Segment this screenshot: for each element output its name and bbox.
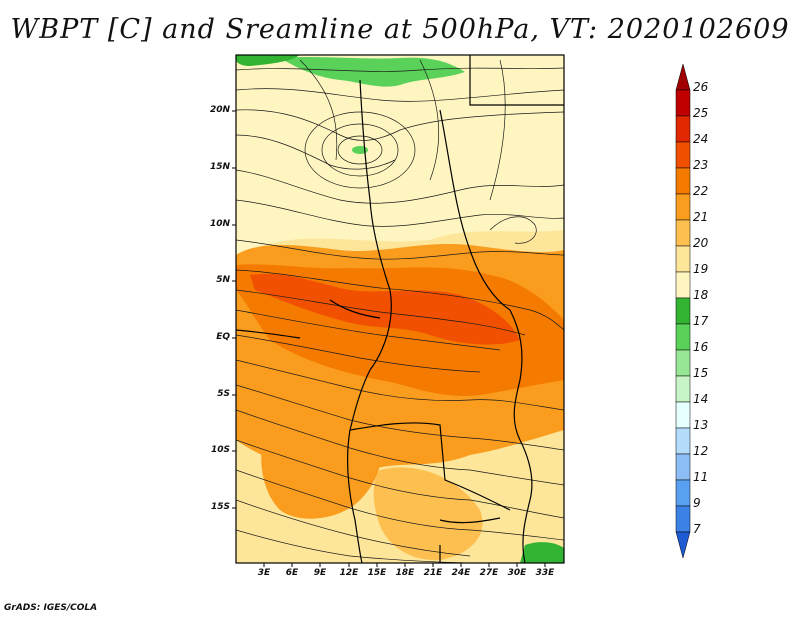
colorbar-segment: [675, 115, 691, 143]
colorbar: [675, 63, 691, 559]
colorbar-segment: [675, 453, 691, 481]
colorbar-segment: [675, 245, 691, 273]
colorbar-label-17: 17: [693, 314, 709, 328]
lat-label-10n: 10N: [209, 219, 230, 229]
streamlines: [236, 59, 564, 563]
colorbar-label-23: 23: [693, 158, 709, 172]
colorbar-label-20: 20: [693, 236, 709, 250]
lon-label-9e: 9E: [313, 568, 327, 578]
lon-label-18e: 18E: [395, 568, 415, 578]
lat-label-20n: 20N: [209, 105, 230, 115]
colorbar-segment: [675, 89, 691, 117]
lat-label-5s: 5S: [217, 389, 230, 399]
colorbar-label-11: 11: [693, 470, 709, 484]
lon-label-15e: 15E: [367, 568, 387, 578]
colorbar-segment: [675, 271, 691, 299]
colorbar-segment: [675, 193, 691, 221]
colorbar-label-7: 7: [693, 522, 701, 536]
wbpt-23-core: [250, 273, 520, 345]
wbpt-17-southeast-patch: [520, 542, 564, 563]
lon-label-27e: 27E: [479, 568, 499, 578]
lon-label-30e: 30E: [507, 568, 527, 578]
colorbar-segment: [675, 427, 691, 455]
colorbar-label-18: 18: [693, 288, 709, 302]
colorbar-segment: [675, 297, 691, 325]
wbpt-17-vortex-patch: [352, 146, 368, 154]
colorbar-label-21: 21: [693, 210, 709, 224]
lon-label-3e: 3E: [257, 568, 271, 578]
map-title: WBPT [C] and Sreamline at 500hPa, VT: 20…: [10, 14, 790, 45]
colorbar-segment: [675, 63, 691, 91]
colorbar-segment: [675, 323, 691, 351]
lat-label-15s: 15S: [210, 502, 230, 512]
axis-ticks: [232, 110, 546, 567]
colorbar-label-16: 16: [693, 340, 709, 354]
lat-label-10s: 10S: [210, 445, 230, 455]
colorbar-label-25: 25: [693, 106, 709, 120]
colorbar-segment: [675, 141, 691, 169]
wbpt-17-north-patch: [280, 57, 465, 87]
lat-label-5n: 5N: [216, 275, 230, 285]
lat-label-eq: EQ: [216, 332, 230, 342]
lat-label-15n: 15N: [209, 162, 230, 172]
map-frame: [235, 54, 565, 564]
colorbar-label-19: 19: [693, 262, 709, 276]
colorbar-label-24: 24: [693, 132, 709, 146]
wbpt-20-south-blob: [373, 467, 483, 561]
footer-credit: GrADS: IGES/COLA: [4, 603, 98, 613]
colorbar-label-26: 26: [693, 80, 709, 94]
lon-label-12e: 12E: [339, 568, 359, 578]
colorbar-segment: [675, 375, 691, 403]
lon-label-24e: 24E: [451, 568, 471, 578]
lon-label-33e: 33E: [535, 568, 555, 578]
colorbar-label-14: 14: [693, 392, 709, 406]
lon-label-6e: 6E: [285, 568, 299, 578]
colorbar-segment: [675, 479, 691, 507]
colorbar-label-9: 9: [693, 496, 701, 510]
colorbar-segment: [675, 349, 691, 377]
colorbar-label-15: 15: [693, 366, 709, 380]
colorbar-segment: [675, 505, 691, 533]
colorbar-segment: [675, 401, 691, 429]
colorbar-segment: [675, 531, 691, 559]
lon-label-21e: 21E: [423, 568, 443, 578]
colorbar-label-12: 12: [693, 444, 709, 458]
colorbar-label-22: 22: [693, 184, 709, 198]
colorbar-label-13: 13: [693, 418, 709, 432]
country-borders: [236, 55, 564, 563]
colorbar-segment: [675, 167, 691, 195]
wbpt-21-south-blob: [261, 409, 381, 519]
wbpt-17-west-patch: [236, 55, 300, 66]
colorbar-segment: [675, 219, 691, 247]
